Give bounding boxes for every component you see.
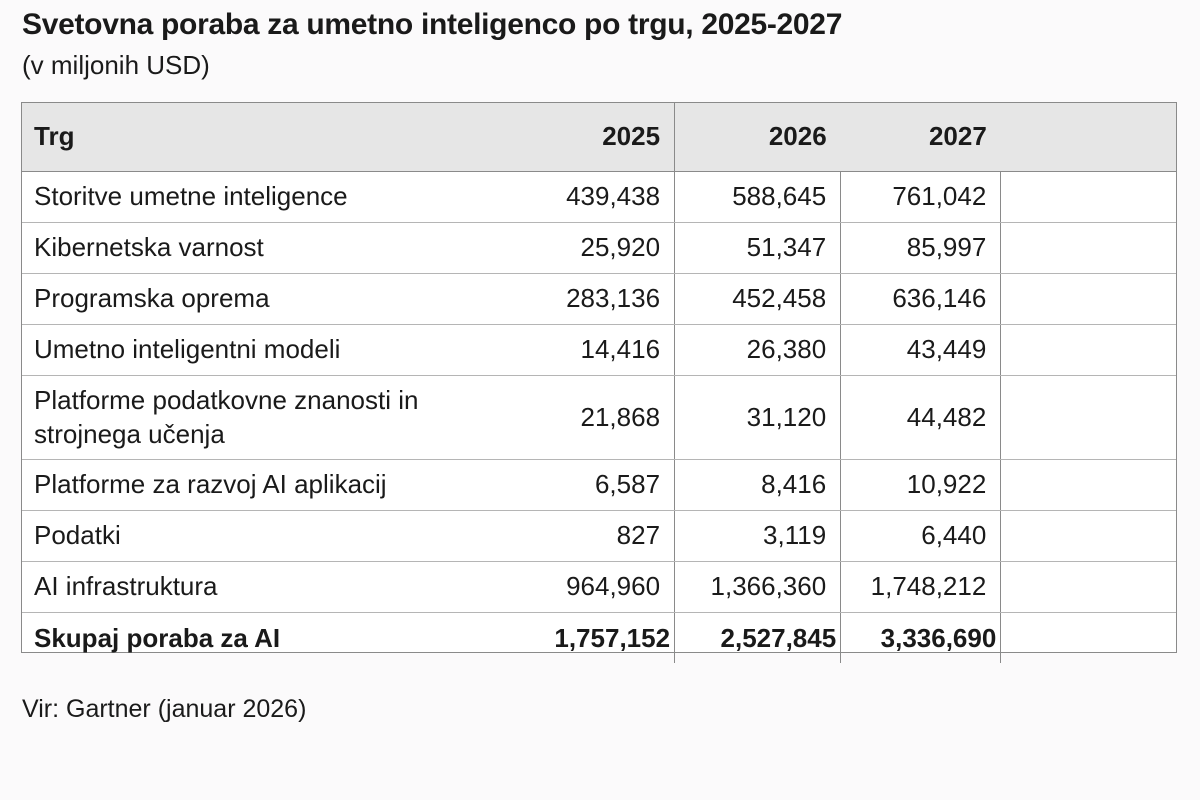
value-2026: 8,416 — [674, 459, 841, 511]
row-label: Storitve umetne inteligence — [22, 171, 513, 223]
value-2027: 636,146 — [840, 273, 1001, 325]
value-2025: 21,868 — [512, 375, 675, 460]
table-header: Trg 2025 2026 2027 — [22, 103, 1176, 172]
row-label: Kibernetska varnost — [22, 222, 513, 274]
header-year-2027: 2027 — [840, 103, 1001, 172]
value-2027: 6,440 — [840, 510, 1001, 562]
empty-cell — [1000, 510, 1176, 562]
empty-cell — [1000, 561, 1176, 613]
row-label: Platforme podatkovne znanosti in strojne… — [22, 375, 513, 460]
value-2027: 761,042 — [840, 171, 1001, 223]
empty-cell — [1000, 222, 1176, 274]
table-row: Storitve umetne inteligence 439,438 588,… — [22, 171, 1176, 223]
value-2025: 827 — [512, 510, 675, 562]
value-2026: 588,645 — [674, 171, 841, 223]
table-row: Programska oprema 283,136 452,458 636,14… — [22, 273, 1176, 325]
page-title: Svetovna poraba za umetno inteligenco po… — [22, 8, 843, 41]
value-2025: 283,136 — [512, 273, 675, 325]
page-subtitle: (v miljonih USD) — [22, 50, 210, 80]
value-2026: 452,458 — [674, 273, 841, 325]
table-row: Kibernetska varnost 25,920 51,347 85,997 — [22, 222, 1176, 274]
table-row: Platforme za razvoj AI aplikacij 6,587 8… — [22, 459, 1176, 511]
table-body: Storitve umetne inteligence 439,438 588,… — [22, 171, 1176, 663]
value-2027: 10,922 — [840, 459, 1001, 511]
value-2025: 964,960 — [512, 561, 675, 613]
total-label: Skupaj poraba za AI — [34, 622, 281, 653]
total-row: Skupaj poraba za AI 1,757,152 2,527,845 … — [22, 612, 1176, 663]
value-2026: 26,380 — [674, 324, 841, 376]
table-row: AI infrastruktura 964,960 1,366,360 1,74… — [22, 561, 1176, 613]
row-label: Platforme za razvoj AI aplikacij — [22, 459, 513, 511]
header-year-2025: 2025 — [512, 103, 675, 172]
value-2027: 1,748,212 — [840, 561, 1001, 613]
table-row: Podatki 827 3,119 6,440 — [22, 510, 1176, 562]
value-2026: 51,347 — [674, 222, 841, 274]
value-2026: 31,120 — [674, 375, 841, 460]
empty-cell — [1000, 273, 1176, 325]
header-year-2026: 2026 — [674, 103, 841, 172]
value-2025: 25,920 — [512, 222, 675, 274]
table-row: Platforme podatkovne znanosti in strojne… — [22, 375, 1176, 460]
row-label: Umetno inteligentni modeli — [22, 324, 513, 376]
header-row: Trg 2025 2026 2027 — [22, 103, 1176, 172]
value-2025: 439,438 — [512, 171, 675, 223]
total-2027: 3,336,690 — [840, 612, 1001, 663]
value-2027: 43,449 — [840, 324, 1001, 376]
value-2025: 6,587 — [512, 459, 675, 511]
value-2027: 44,482 — [840, 375, 1001, 460]
total-2025: 1,757,152 — [554, 622, 671, 653]
value-2027: 85,997 — [840, 222, 1001, 274]
empty-cell — [1000, 459, 1176, 511]
row-label: AI infrastruktura — [22, 561, 513, 613]
table-row: Umetno inteligentni modeli 14,416 26,380… — [22, 324, 1176, 376]
value-2025: 14,416 — [512, 324, 675, 376]
empty-cell — [1000, 612, 1176, 663]
header-market: Trg — [22, 103, 513, 172]
row-label: Programska oprema — [22, 273, 513, 325]
empty-cell — [1000, 324, 1176, 376]
spending-table: Trg 2025 2026 2027 Storitve umetne intel… — [22, 103, 1176, 663]
spending-table-container: Trg 2025 2026 2027 Storitve umetne intel… — [21, 102, 1177, 663]
source-note: Vir: Gartner (januar 2026) — [22, 695, 307, 723]
header-empty — [1000, 103, 1176, 172]
value-2026: 3,119 — [674, 510, 841, 562]
empty-cell — [1000, 171, 1176, 223]
value-2026: 1,366,360 — [674, 561, 841, 613]
row-label: Podatki — [22, 510, 513, 562]
empty-cell — [1000, 375, 1176, 460]
total-2026: 2,527,845 — [674, 612, 841, 663]
